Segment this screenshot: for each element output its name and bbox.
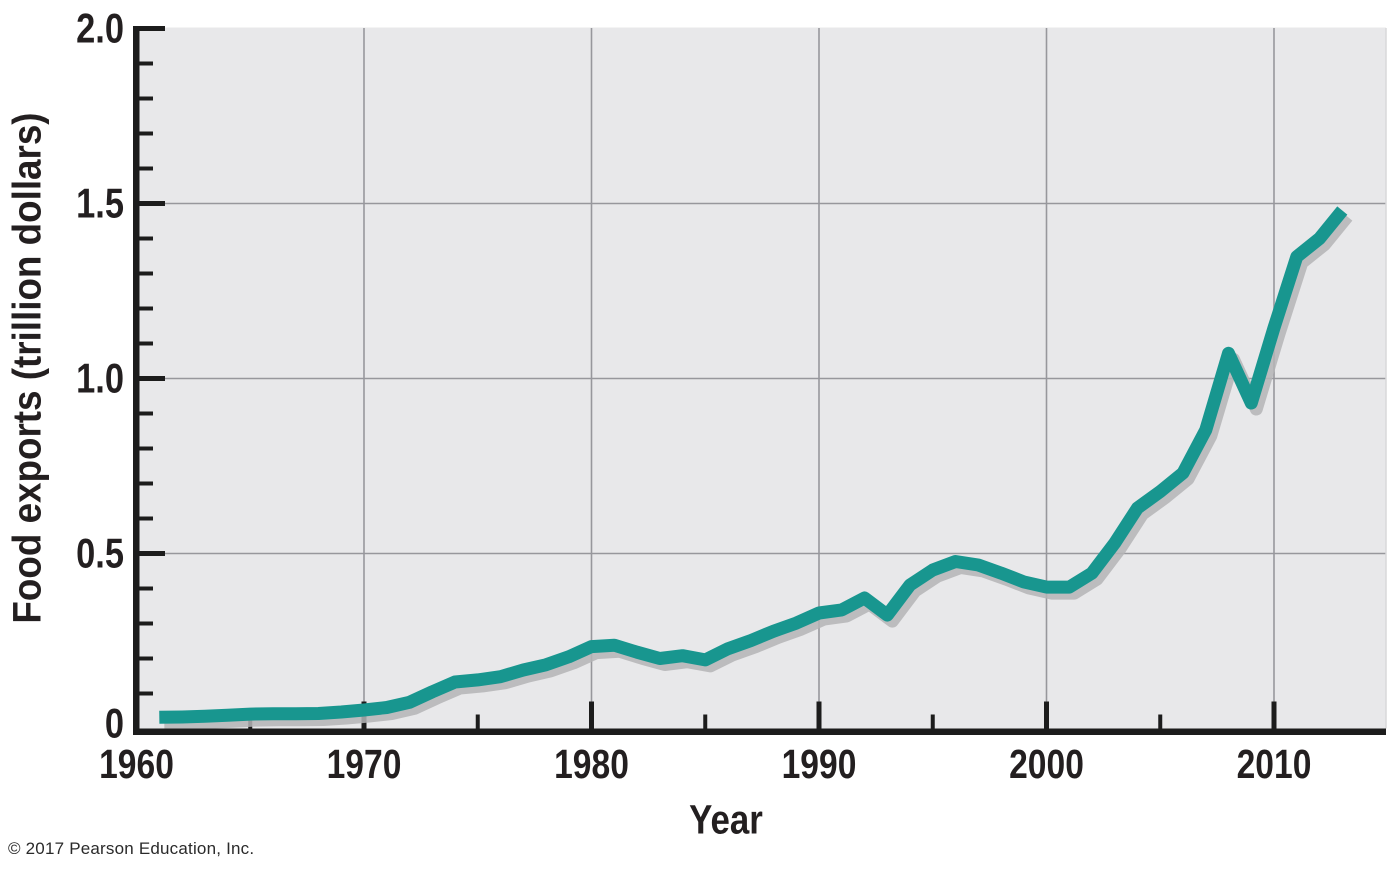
y-axis-line xyxy=(133,26,140,735)
y-axis-title: Food exports (trillion dollars) xyxy=(5,112,50,624)
y-minor-tick xyxy=(139,691,153,696)
x-tick-label: 1970 xyxy=(327,741,402,787)
y-minor-tick xyxy=(139,656,153,661)
x-minor-tick xyxy=(1158,714,1163,729)
y-minor-tick xyxy=(139,481,153,486)
y-minor-tick xyxy=(139,621,153,626)
y-minor-tick xyxy=(139,341,153,346)
x-tick-label: 1990 xyxy=(782,741,857,787)
y-minor-tick xyxy=(139,446,153,451)
x-major-tick xyxy=(589,701,594,729)
y-tick-label: 2.0 xyxy=(76,5,124,52)
y-major-tick xyxy=(139,201,165,206)
y-major-tick xyxy=(139,376,165,381)
y-minor-tick xyxy=(139,411,153,416)
y-tick-label: 1.0 xyxy=(76,355,124,402)
y-minor-tick xyxy=(139,586,153,591)
copyright-note: © 2017 Pearson Education, Inc. xyxy=(8,839,255,858)
y-minor-tick xyxy=(139,61,153,66)
y-minor-tick xyxy=(139,166,153,171)
y-tick-label: 0.5 xyxy=(76,530,124,577)
x-tick-label: 1960 xyxy=(99,741,174,787)
y-minor-tick xyxy=(139,306,153,311)
y-minor-tick xyxy=(139,131,153,136)
x-tick-label: 2000 xyxy=(1009,741,1084,787)
x-tick-label: 2010 xyxy=(1237,741,1312,787)
y-minor-tick xyxy=(139,96,153,101)
x-major-tick xyxy=(1044,701,1049,729)
x-major-tick xyxy=(816,701,822,729)
x-axis-line xyxy=(133,728,1386,735)
y-minor-tick xyxy=(139,516,153,521)
y-minor-tick xyxy=(139,271,153,276)
x-tick-label: 1980 xyxy=(554,741,629,787)
y-major-tick xyxy=(139,551,165,556)
exports-line xyxy=(159,206,1348,724)
x-minor-tick xyxy=(930,714,935,729)
y-minor-tick xyxy=(139,236,153,241)
x-minor-tick xyxy=(703,714,708,729)
y-tick-label: 0 xyxy=(105,700,124,747)
y-tick-label: 1.5 xyxy=(76,180,124,227)
x-axis-title: Year xyxy=(689,796,763,843)
x-major-tick xyxy=(1271,701,1277,729)
y-major-tick xyxy=(139,26,165,31)
x-minor-tick xyxy=(475,714,480,729)
